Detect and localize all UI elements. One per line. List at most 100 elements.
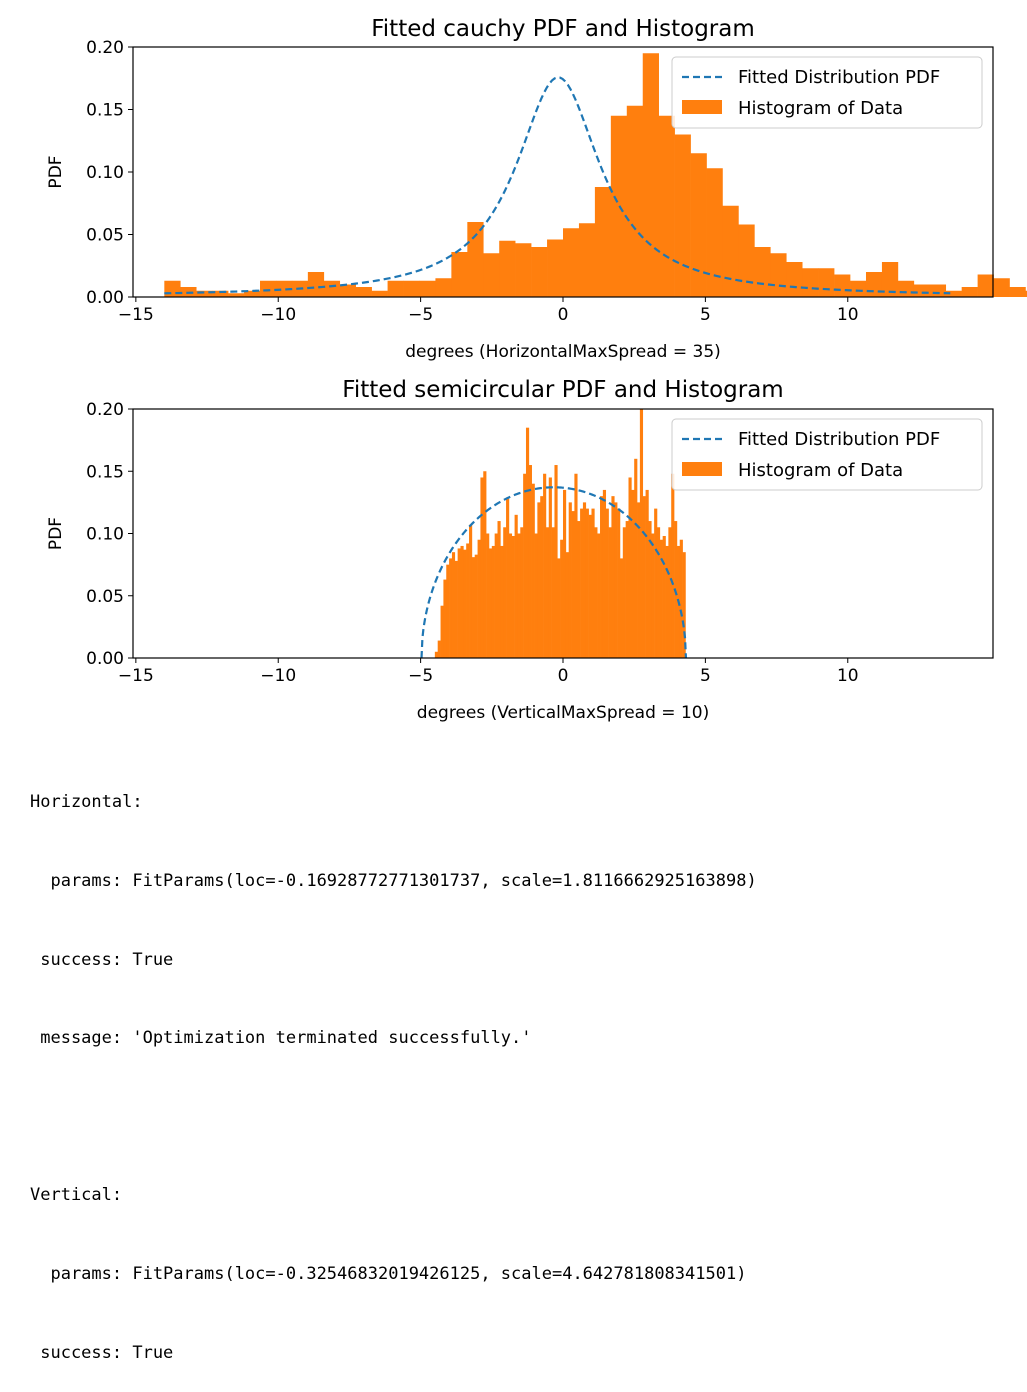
histogram-bar (588, 514, 592, 658)
histogram-bar (574, 473, 578, 658)
histogram-bar (668, 527, 672, 658)
histogram-bar (597, 533, 601, 658)
histogram-bar (491, 545, 495, 658)
output-line (30, 1104, 1020, 1130)
histogram-bar (403, 280, 420, 297)
legend-label: Histogram of Data (738, 98, 903, 119)
histogram-bar (639, 409, 644, 658)
histogram-bar (463, 549, 467, 658)
histogram-bar (466, 543, 470, 658)
histogram-bar (275, 280, 293, 297)
y-axis-label: PDF (46, 155, 66, 188)
histogram-bar (929, 284, 947, 297)
histogram-bar (387, 280, 404, 297)
histogram-bar (654, 508, 658, 658)
y-tick-label: 0.00 (86, 649, 124, 669)
histogram-bar (722, 205, 739, 297)
histogram-bar (818, 268, 835, 297)
histogram-bar (537, 502, 541, 659)
histogram-bar (511, 535, 515, 658)
histogram-bar (460, 545, 464, 658)
x-tick-label: −5 (408, 666, 433, 686)
histogram-bar (977, 274, 994, 297)
histogram-bar (656, 527, 661, 658)
histogram-bar (786, 262, 803, 297)
x-tick-label: 0 (558, 305, 569, 325)
histogram-bar (634, 458, 638, 658)
histogram-bar (477, 539, 481, 658)
histogram-bar (738, 224, 755, 297)
histogram-bar (469, 524, 473, 658)
histogram-bar (594, 527, 598, 658)
histogram-bar (480, 477, 484, 658)
histogram-bar (1025, 290, 1027, 297)
y-tick-label: 0.05 (86, 587, 124, 607)
histogram-bar (435, 278, 452, 297)
histogram-bar (600, 496, 604, 658)
histogram-bar (642, 496, 646, 658)
histogram-bar (548, 477, 552, 658)
histogram-bar (619, 558, 624, 658)
histogram-bar (551, 527, 555, 658)
histogram-bar (443, 579, 447, 658)
histogram-bar (437, 640, 441, 658)
histogram-bar (690, 153, 707, 297)
histogram-bar (540, 496, 544, 658)
histogram-bar (605, 508, 609, 658)
histogram-bar (528, 465, 532, 658)
histogram-bar (506, 498, 510, 658)
histogram-bar (494, 533, 498, 658)
histogram-bar (451, 252, 468, 297)
histogram-bar (602, 489, 607, 658)
histogram-bar (486, 533, 490, 658)
histogram-bar (658, 115, 675, 297)
histogram-bar (897, 280, 915, 297)
legend-label: Fitted Distribution PDF (738, 67, 940, 88)
histogram-bar (802, 268, 819, 297)
histogram-bar (645, 489, 649, 658)
output-line: success: True (30, 949, 174, 970)
legend-label: Fitted Distribution PDF (738, 429, 940, 450)
histogram-bar (440, 605, 444, 658)
histogram-bar (770, 253, 787, 297)
histogram-bar (626, 105, 644, 297)
y-tick-label: 0.10 (86, 163, 124, 183)
output-line: params: FitParams(loc=-0.169287727713017… (30, 871, 757, 891)
histogram-bar (611, 496, 615, 658)
histogram-bar (622, 527, 626, 658)
histogram-bar (531, 483, 535, 658)
histogram-bar (617, 508, 621, 658)
histogram-bar (913, 284, 931, 297)
histogram-bar (568, 502, 572, 659)
chart-title: Fitted semicircular PDF and Histogram (342, 377, 783, 403)
x-tick-label: 5 (700, 666, 711, 686)
x-tick-label: −10 (260, 666, 296, 686)
histogram-bar (483, 471, 487, 658)
output-line: Horizontal: (30, 792, 143, 813)
y-tick-label: 0.20 (86, 38, 124, 58)
histogram-bar (993, 278, 1010, 297)
x-tick-label: 5 (700, 305, 711, 325)
x-axis-label: degrees (VerticalMaxSpread = 10) (417, 703, 709, 723)
histogram-bar (520, 527, 524, 658)
histogram-bar (371, 290, 388, 297)
histogram-bar (674, 134, 691, 297)
histogram-bar (563, 228, 580, 297)
histogram-bar (679, 539, 683, 658)
histogram-bar (339, 284, 356, 297)
histogram-bar (471, 557, 476, 658)
histogram-bar (582, 502, 587, 659)
histogram-bar (419, 280, 436, 297)
histogram-bar (260, 280, 277, 297)
histogram-bar (1009, 287, 1026, 297)
histogram-bar (625, 521, 629, 658)
histogram-bar (515, 243, 532, 297)
histogram-bar (571, 511, 575, 658)
fitted-pdf-curve (420, 486, 688, 659)
histogram-bar (560, 539, 564, 658)
histogram-bar (961, 287, 978, 297)
charts-figure: −15 −10 −5 0 5 10 0.00 0.05 0.10 0.15 0.20 Fitted c… (46, 16, 1027, 723)
x-tick-label: 10 (837, 305, 859, 325)
histogram-bar (557, 558, 561, 658)
histogram-bar (196, 290, 213, 297)
